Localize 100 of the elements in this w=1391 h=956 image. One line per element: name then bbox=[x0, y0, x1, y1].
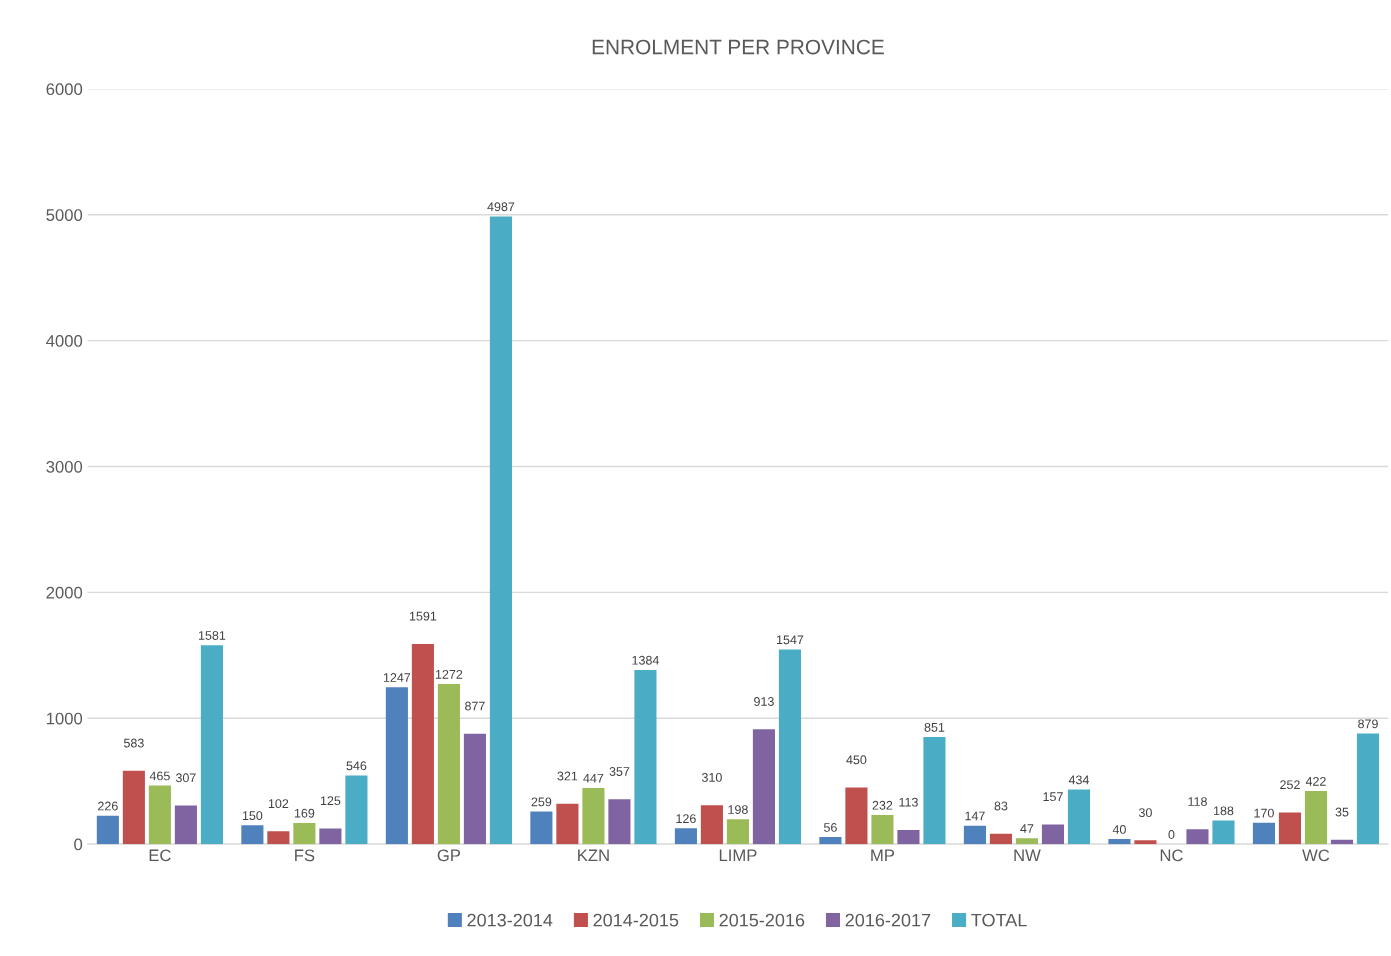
x-tick-label: FS bbox=[295, 849, 315, 862]
data-label: 102 bbox=[268, 799, 289, 808]
bar bbox=[1041, 824, 1065, 845]
data-label: 118 bbox=[1188, 797, 1207, 806]
data-label: 1591 bbox=[409, 611, 437, 621]
bar bbox=[1304, 791, 1328, 845]
bar bbox=[1134, 840, 1157, 845]
bar bbox=[897, 829, 920, 845]
data-label: 157 bbox=[1043, 792, 1063, 802]
bar bbox=[489, 216, 512, 845]
bar bbox=[963, 825, 986, 845]
data-label: 198 bbox=[728, 805, 748, 814]
x-tick-label: GP bbox=[437, 849, 461, 862]
data-label: 546 bbox=[346, 761, 367, 771]
bar bbox=[700, 805, 723, 845]
y-tick-label: 0 bbox=[74, 838, 83, 851]
legend-label: 2013-2014 bbox=[467, 913, 553, 927]
data-label: 879 bbox=[1358, 719, 1378, 729]
x-tick-label: EC bbox=[149, 849, 171, 862]
bar bbox=[778, 649, 801, 845]
data-label: 169 bbox=[294, 808, 315, 818]
y-tick-label: 4000 bbox=[46, 335, 83, 347]
bar bbox=[319, 828, 342, 845]
bar bbox=[463, 733, 486, 845]
bar bbox=[1356, 733, 1380, 845]
y-tick-label: 3000 bbox=[46, 460, 83, 473]
data-label: 0 bbox=[1168, 830, 1175, 839]
bar bbox=[1015, 838, 1038, 845]
bar bbox=[674, 828, 697, 845]
data-label: 321 bbox=[557, 771, 578, 781]
y-tick-label: 1000 bbox=[46, 712, 83, 725]
chart-title: ENROLMENT PER PROVINCE bbox=[592, 39, 884, 55]
data-label: 583 bbox=[123, 738, 144, 748]
data-label: 450 bbox=[846, 755, 867, 765]
data-label: 188 bbox=[1214, 806, 1234, 816]
bar bbox=[1108, 839, 1131, 845]
bar bbox=[1212, 820, 1235, 845]
bar bbox=[385, 687, 408, 845]
bar bbox=[530, 811, 553, 845]
data-label: 56 bbox=[823, 823, 837, 832]
data-label: 422 bbox=[1305, 776, 1326, 786]
data-label: 40 bbox=[1112, 825, 1126, 834]
bar bbox=[241, 825, 264, 845]
legend-label: 2016-2017 bbox=[845, 913, 931, 927]
y-tick-label: 6000 bbox=[46, 83, 83, 96]
bar bbox=[1186, 829, 1209, 845]
y-tick-label: 2000 bbox=[46, 586, 83, 599]
bar bbox=[819, 837, 842, 845]
data-label: 465 bbox=[149, 771, 170, 781]
bar bbox=[122, 770, 145, 845]
legend-label: 2015-2016 bbox=[719, 913, 805, 927]
data-label: 259 bbox=[531, 797, 552, 807]
bar bbox=[752, 729, 775, 845]
data-label: 170 bbox=[1254, 808, 1274, 818]
bar bbox=[989, 833, 1012, 845]
data-label: 252 bbox=[1280, 780, 1300, 790]
legend-label: TOTAL bbox=[971, 913, 1027, 927]
bar bbox=[200, 645, 223, 845]
bar bbox=[1252, 822, 1275, 845]
bar bbox=[267, 831, 290, 845]
data-label: 1547 bbox=[777, 635, 804, 645]
data-label: 30 bbox=[1138, 808, 1152, 818]
data-label: 47 bbox=[1020, 824, 1034, 833]
data-label: 1272 bbox=[435, 669, 463, 679]
data-label: 1247 bbox=[383, 673, 411, 682]
bar bbox=[148, 785, 171, 845]
bar bbox=[1067, 789, 1091, 845]
bar bbox=[923, 737, 946, 845]
data-label: 1581 bbox=[198, 631, 226, 640]
bar bbox=[582, 787, 605, 845]
bar bbox=[871, 814, 894, 845]
bar bbox=[556, 803, 579, 845]
data-label: 310 bbox=[701, 772, 722, 782]
data-label: 147 bbox=[965, 811, 985, 821]
x-tick-label: MP bbox=[871, 849, 895, 862]
bar bbox=[726, 819, 749, 845]
bar bbox=[437, 684, 460, 845]
data-label: 357 bbox=[609, 767, 630, 776]
y-tick-label: 5000 bbox=[46, 209, 83, 221]
bar bbox=[96, 815, 119, 845]
data-label: 35 bbox=[1335, 807, 1349, 817]
bar bbox=[608, 799, 631, 845]
data-label: 851 bbox=[924, 722, 945, 732]
bar bbox=[845, 787, 868, 845]
data-label: 447 bbox=[583, 773, 604, 783]
bar bbox=[1330, 839, 1354, 845]
data-label: 232 bbox=[872, 800, 893, 810]
x-tick-label: LIMP bbox=[719, 849, 757, 862]
legend-label: 2014-2015 bbox=[593, 913, 679, 927]
data-label: 913 bbox=[754, 697, 774, 706]
data-label: 125 bbox=[320, 796, 341, 806]
x-tick-label: WC bbox=[1302, 849, 1330, 862]
bar bbox=[345, 775, 368, 845]
data-label: 434 bbox=[1068, 775, 1090, 785]
bar bbox=[174, 805, 197, 845]
x-tick-label: KZN bbox=[578, 849, 609, 862]
x-tick-label: NC bbox=[1160, 849, 1183, 862]
data-label: 83 bbox=[994, 801, 1008, 811]
data-label: 226 bbox=[98, 801, 118, 811]
bar bbox=[1278, 812, 1302, 845]
